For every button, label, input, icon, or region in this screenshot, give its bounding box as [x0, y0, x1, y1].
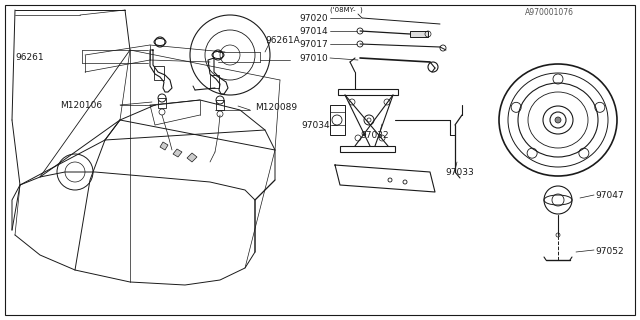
Text: 97052: 97052	[595, 247, 623, 257]
Text: 96261: 96261	[15, 52, 44, 61]
Bar	[210, 75, 219, 88]
Polygon shape	[173, 149, 182, 157]
Text: 97014: 97014	[300, 27, 328, 36]
Bar	[216, 100, 224, 110]
Circle shape	[555, 117, 561, 123]
Text: 97034: 97034	[301, 121, 330, 130]
Text: M120106: M120106	[60, 100, 102, 109]
Polygon shape	[187, 153, 197, 162]
Text: M120089: M120089	[255, 102, 297, 111]
Text: 97017: 97017	[300, 39, 328, 49]
Text: 97020: 97020	[300, 13, 328, 22]
Text: 97033: 97033	[445, 167, 474, 177]
Bar	[340, 146, 395, 152]
Text: 97010: 97010	[300, 53, 328, 62]
Polygon shape	[160, 142, 168, 150]
Bar	[410, 31, 428, 37]
Text: 97032: 97032	[360, 131, 388, 140]
Text: ('08MY-  ): ('08MY- )	[330, 7, 363, 13]
Bar	[158, 98, 166, 108]
Text: A970001076: A970001076	[525, 7, 574, 17]
Bar	[338, 89, 398, 95]
Text: 97047: 97047	[595, 191, 623, 201]
Bar	[330, 105, 345, 135]
Text: 96261A: 96261A	[265, 36, 300, 44]
Bar	[154, 66, 164, 80]
